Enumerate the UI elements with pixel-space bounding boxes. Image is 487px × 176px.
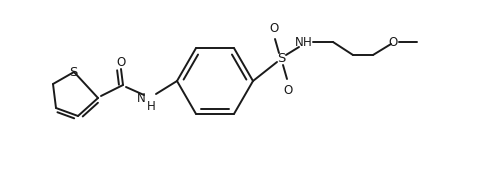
Text: O: O [269, 21, 279, 34]
Text: O: O [283, 83, 293, 96]
Text: N: N [137, 92, 146, 105]
Text: H: H [147, 99, 155, 112]
Text: N: N [295, 36, 303, 49]
Text: S: S [277, 52, 285, 65]
Text: O: O [388, 36, 397, 49]
Text: S: S [69, 67, 77, 80]
Text: O: O [116, 56, 126, 70]
Text: H: H [302, 36, 311, 49]
